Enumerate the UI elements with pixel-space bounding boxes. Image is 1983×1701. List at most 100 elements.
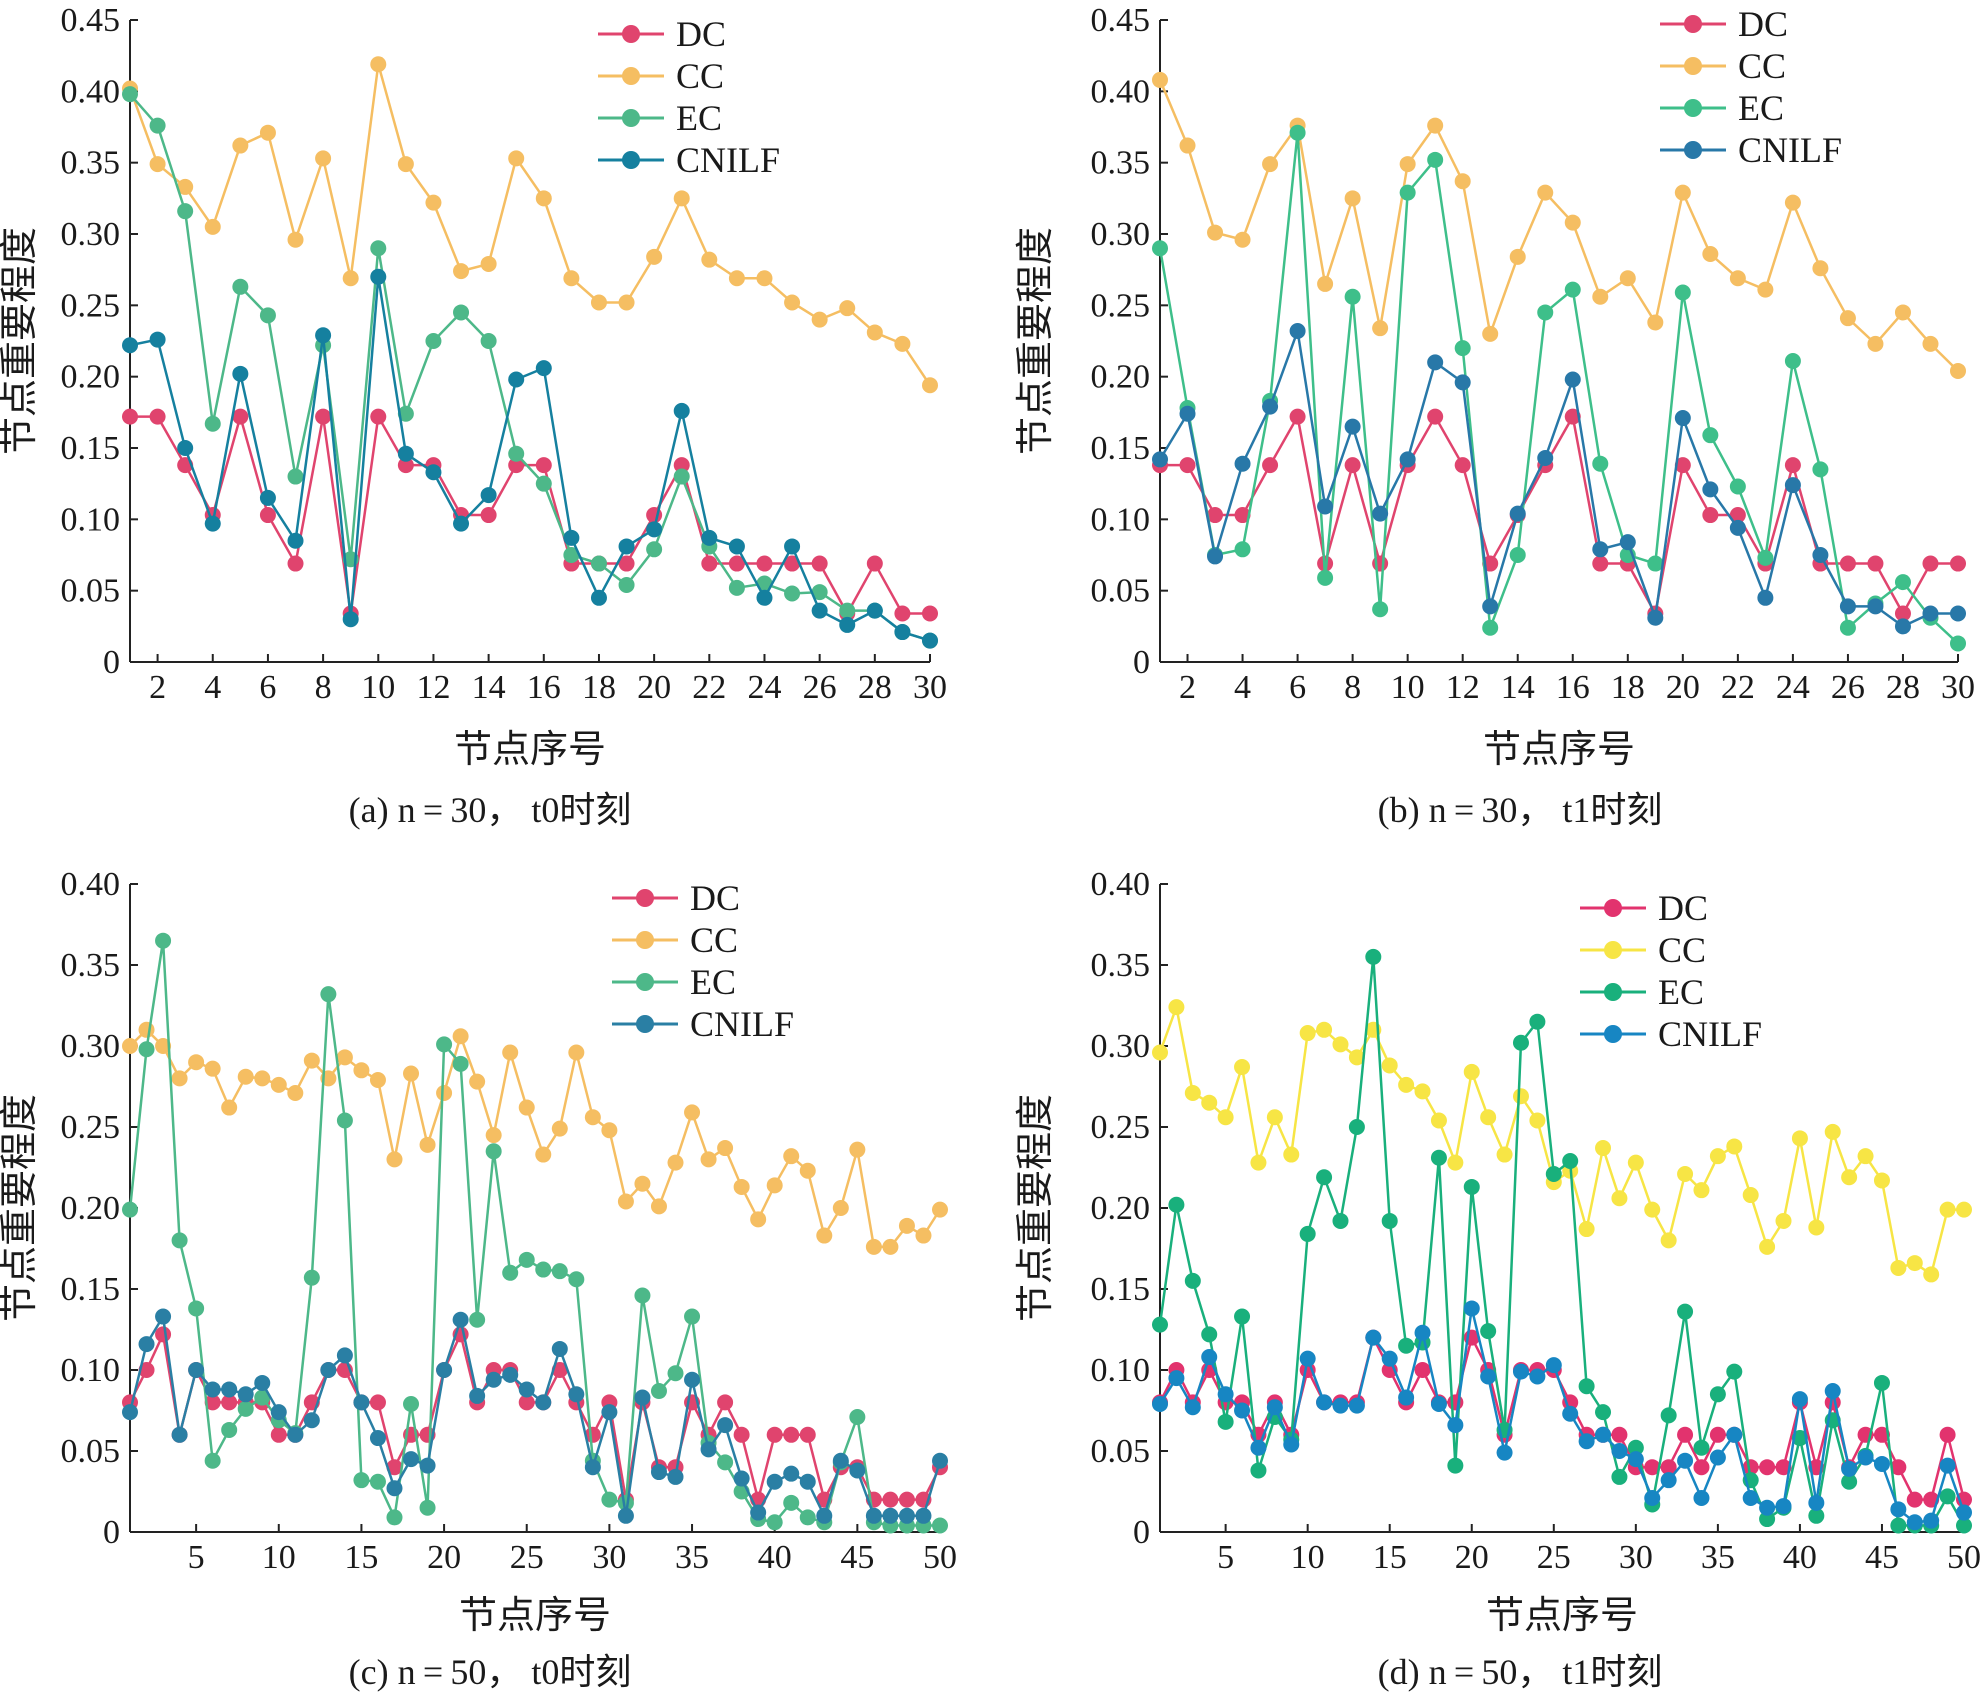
series-line-dc [130,411,930,617]
data-point-cc [590,294,607,311]
data-point-cc [673,190,690,207]
x-tick-label: 2 [149,669,166,706]
data-point-cc [1447,1154,1464,1171]
data-point-cc [1399,156,1416,173]
x-tick-label: 6 [259,669,276,706]
data-point-dc [717,1394,734,1411]
data-point-cc [1509,248,1526,265]
data-point-cc [1906,1255,1923,1272]
data-point-cnilf [1757,589,1774,606]
data-point-cc [849,1141,866,1158]
data-point-cnilf [568,1386,585,1403]
data-point-cc [237,1068,254,1085]
data-point-cc [799,1162,816,1179]
data-point-cc [1627,1154,1644,1171]
data-point-cc [232,137,249,154]
series-line-ec [129,93,931,642]
data-point-cc [1791,1130,1808,1147]
data-point-cc [756,270,773,287]
panel-caption: (b) n = 30， t1时刻 [1378,790,1663,830]
data-point-cnilf [894,624,911,641]
legend-marker [1684,141,1702,159]
data-point-cc [1372,320,1389,337]
data-point-cnilf [320,1362,337,1378]
data-point-cc [1693,1182,1710,1199]
data-point-ec [667,1365,684,1382]
data-point-cnilf [1812,547,1829,563]
data-point-cc [733,1178,750,1195]
data-point-cc [1348,1049,1365,1066]
data-point-ec [303,1269,320,1286]
data-point-ec [839,602,856,619]
x-tick-label: 4 [1234,669,1251,706]
x-tick-label: 50 [1947,1539,1981,1576]
x-tick-label: 25 [510,1539,544,1576]
data-point-cnilf [386,1480,403,1497]
data-point-ec [518,1251,535,1268]
data-point-ec [502,1264,519,1281]
data-point-ec [1427,151,1444,168]
data-point-dc [1693,1459,1710,1476]
y-tick-label: 0.45 [61,2,121,39]
x-tick-label: 10 [1391,669,1425,706]
data-point-cnilf [270,1404,287,1421]
data-point-cc [646,248,663,265]
data-point-cc [1480,1109,1497,1126]
data-point-cc [1317,275,1334,292]
data-point-ec [618,576,635,593]
data-point-dc [1644,1459,1661,1476]
legend-label-dc: DC [676,14,726,54]
data-point-dc [882,1491,899,1508]
data-point-cnilf [865,1507,882,1524]
x-tick-label: 45 [1865,1539,1899,1576]
data-point-cc [518,1099,535,1116]
data-point-dc [122,408,138,425]
data-point-cnilf [617,1507,634,1524]
y-tick-label: 0.15 [1091,430,1151,467]
data-point-dc [1839,555,1856,572]
data-point-cnilf [1299,1350,1316,1367]
data-point-cnilf [1152,1396,1168,1413]
data-point-cc [1168,999,1185,1016]
y-tick-label: 0.20 [1091,1190,1151,1227]
data-point-cc [1344,190,1361,207]
data-point-dc [1873,1426,1890,1443]
data-point-cnilf [1702,481,1719,498]
data-point-cc [866,324,883,341]
y-axis-title: 节点重要程度 [1015,1094,1057,1322]
data-point-cc [601,1122,618,1139]
x-tick-label: 10 [262,1539,296,1576]
data-point-cnilf [811,602,828,619]
data-point-dc [898,1491,915,1508]
data-point-cnilf [1950,605,1966,622]
data-point-cc [811,311,828,328]
data-point-dc [1234,507,1251,524]
data-point-cc [1894,304,1911,321]
data-point-cc [1759,1238,1776,1255]
x-tick-label: 15 [344,1539,378,1576]
series-line-dc [1160,413,1958,618]
data-point-cc [1726,1138,1743,1155]
data-point-cnilf [1512,1363,1529,1380]
data-point-dc [1894,605,1911,622]
data-point-cc [915,1227,932,1244]
data-point-cc [684,1104,701,1121]
data-point-ec [149,117,166,134]
y-tick-label: 0.25 [1091,287,1151,324]
data-point-cc [839,300,856,317]
y-tick-label: 0 [103,644,120,681]
legend-marker [1604,941,1622,959]
y-tick-label: 0.10 [61,501,121,538]
legend-marker [636,973,654,991]
data-point-ec [766,1514,783,1531]
data-point-ec [1784,352,1801,369]
data-point-cc [1332,1036,1349,1053]
data-point-cnilf [728,538,745,555]
x-tick-label: 20 [637,669,671,706]
data-point-cc [1709,1148,1726,1165]
data-point-cnilf [397,445,414,462]
y-tick-label: 0.20 [61,359,121,396]
y-tick-label: 0.30 [1091,216,1151,253]
data-point-dc [259,507,276,524]
data-point-ec [1729,478,1746,495]
